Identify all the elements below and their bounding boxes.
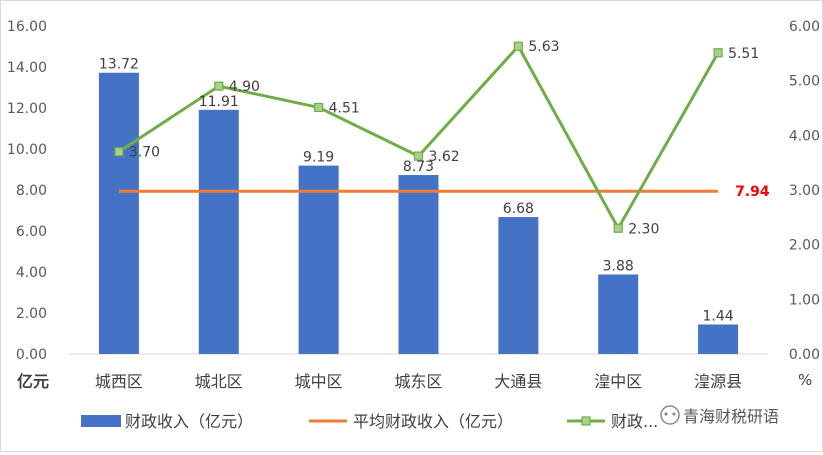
- y-right-tick-label: 1.00: [789, 292, 820, 308]
- bar: [398, 175, 439, 354]
- x-tick-label: 城东区: [394, 372, 442, 391]
- rate-data-label: 3.70: [129, 145, 160, 161]
- bar: [598, 274, 639, 354]
- rate-data-label: 4.51: [329, 100, 360, 116]
- y-left-tick-label: 8.00: [16, 183, 47, 199]
- rate-marker: [613, 223, 623, 233]
- y-right-tick-label: 3.00: [789, 183, 820, 199]
- y-right-tick-label: 5.00: [789, 74, 820, 90]
- bar-data-label: 8.73: [403, 159, 434, 175]
- y-left-tick-label: 6.00: [16, 224, 47, 240]
- bar-data-label: 9.19: [303, 150, 334, 166]
- rate-marker: [214, 81, 224, 91]
- watermark-text: 青海财税研语: [683, 407, 779, 426]
- rate-marker: [413, 151, 424, 161]
- y-right-unit: %: [798, 371, 812, 389]
- bar: [698, 324, 739, 354]
- average-data-label: 7.94: [735, 184, 770, 200]
- rate-marker: [713, 48, 723, 58]
- rate-line-series: [114, 41, 723, 233]
- bar-data-label: 3.88: [603, 258, 634, 274]
- x-tick-label: 大通县: [494, 372, 542, 391]
- x-tick-label: 城西区: [95, 372, 143, 391]
- bar: [198, 109, 239, 354]
- rate-data-label: 5.51: [728, 46, 759, 62]
- bar-data-label: 1.44: [702, 308, 733, 324]
- rate-marker: [114, 147, 124, 157]
- x-tick-label: 湟中区: [594, 372, 642, 391]
- bar-data-label: 13.72: [99, 57, 139, 73]
- rate-data-label: 5.63: [528, 39, 559, 55]
- rate-data-label: 3.62: [429, 149, 460, 165]
- bar: [298, 165, 339, 354]
- y-left-tick-label: 0.00: [16, 347, 47, 363]
- legend-swatch-bar: [81, 415, 121, 427]
- bar-series: [98, 72, 739, 355]
- bar: [98, 72, 139, 355]
- y-left-unit: 亿元: [17, 372, 49, 391]
- y-right-tick-label: 2.00: [789, 238, 820, 254]
- legend-marker-rate: [581, 416, 591, 426]
- y-right-tick-label: 4.00: [789, 128, 820, 144]
- bar-data-label: 11.91: [199, 94, 239, 110]
- legend-label-rate: 财政...: [611, 412, 658, 431]
- rate-data-label: 2.30: [628, 221, 659, 237]
- y-left-tick-label: 14.00: [7, 60, 47, 76]
- rate-marker: [314, 102, 324, 113]
- y-left-tick-label: 10.00: [7, 142, 47, 158]
- rate-marker: [513, 41, 523, 51]
- watermark-logo-icon: [660, 405, 680, 425]
- bar: [498, 217, 539, 354]
- legend: 财政收入（亿元） 平均财政收入（亿元） 财政...: [81, 412, 658, 431]
- data-labels: 13.72 11.91 9.19 8.73 6.68 3.88 1.44 7.94 3.70 4.…: [99, 39, 770, 324]
- axes: 0.00 2.00 4.00 6.00 8.00 10.00 12.00 14.00 16.00…: [7, 19, 820, 391]
- legend-label-average: 平均财政收入（亿元）: [353, 412, 513, 431]
- legend-label-bar: 财政收入（亿元）: [125, 412, 253, 431]
- y-left-tick-label: 16.00: [7, 19, 47, 35]
- x-tick-label: 城北区: [195, 372, 243, 391]
- y-right-tick-label: 0.00: [789, 347, 820, 363]
- x-tick-label: 城中区: [295, 372, 343, 391]
- watermark: 青海财税研语: [660, 405, 779, 426]
- y-left-tick-label: 2.00: [16, 306, 47, 322]
- bar-data-label: 6.68: [503, 201, 534, 217]
- watermark-logo-dot: [672, 412, 676, 416]
- watermark-logo-dot: [664, 412, 668, 416]
- x-tick-label: 湟源县: [694, 372, 742, 391]
- y-right-tick-label: 6.00: [789, 19, 820, 35]
- y-left-tick-label: 4.00: [16, 265, 47, 281]
- rate-data-label: 4.90: [229, 79, 260, 95]
- y-left-tick-label: 12.00: [7, 101, 47, 117]
